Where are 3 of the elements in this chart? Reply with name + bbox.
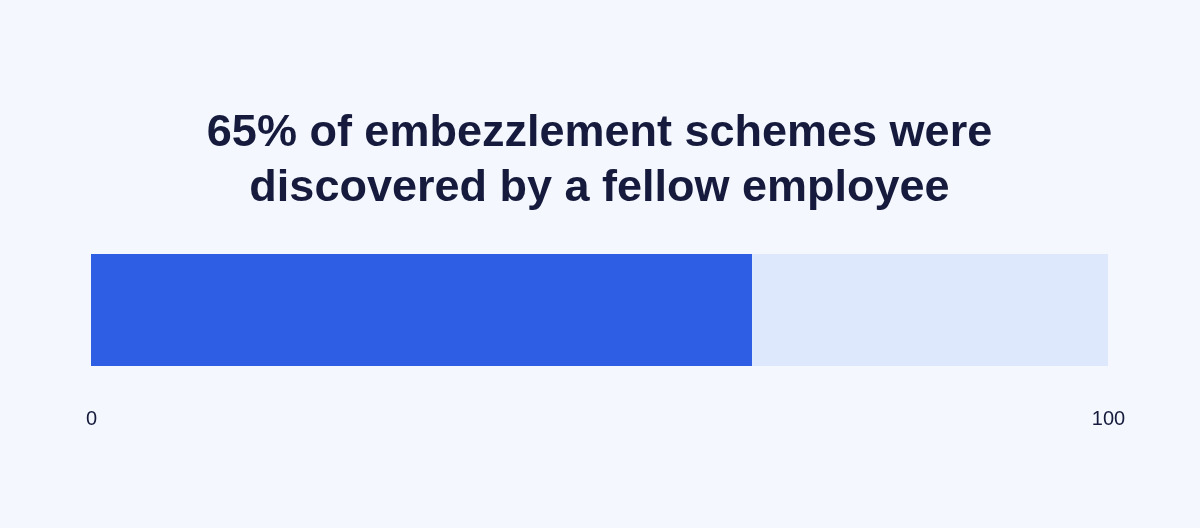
x-tick-label: 100 (1091, 406, 1126, 429)
x-tick-label: 0 (85, 406, 98, 429)
chart-title: 65% of embezzlement schemes were discovered by a fellow employee (206, 105, 993, 211)
